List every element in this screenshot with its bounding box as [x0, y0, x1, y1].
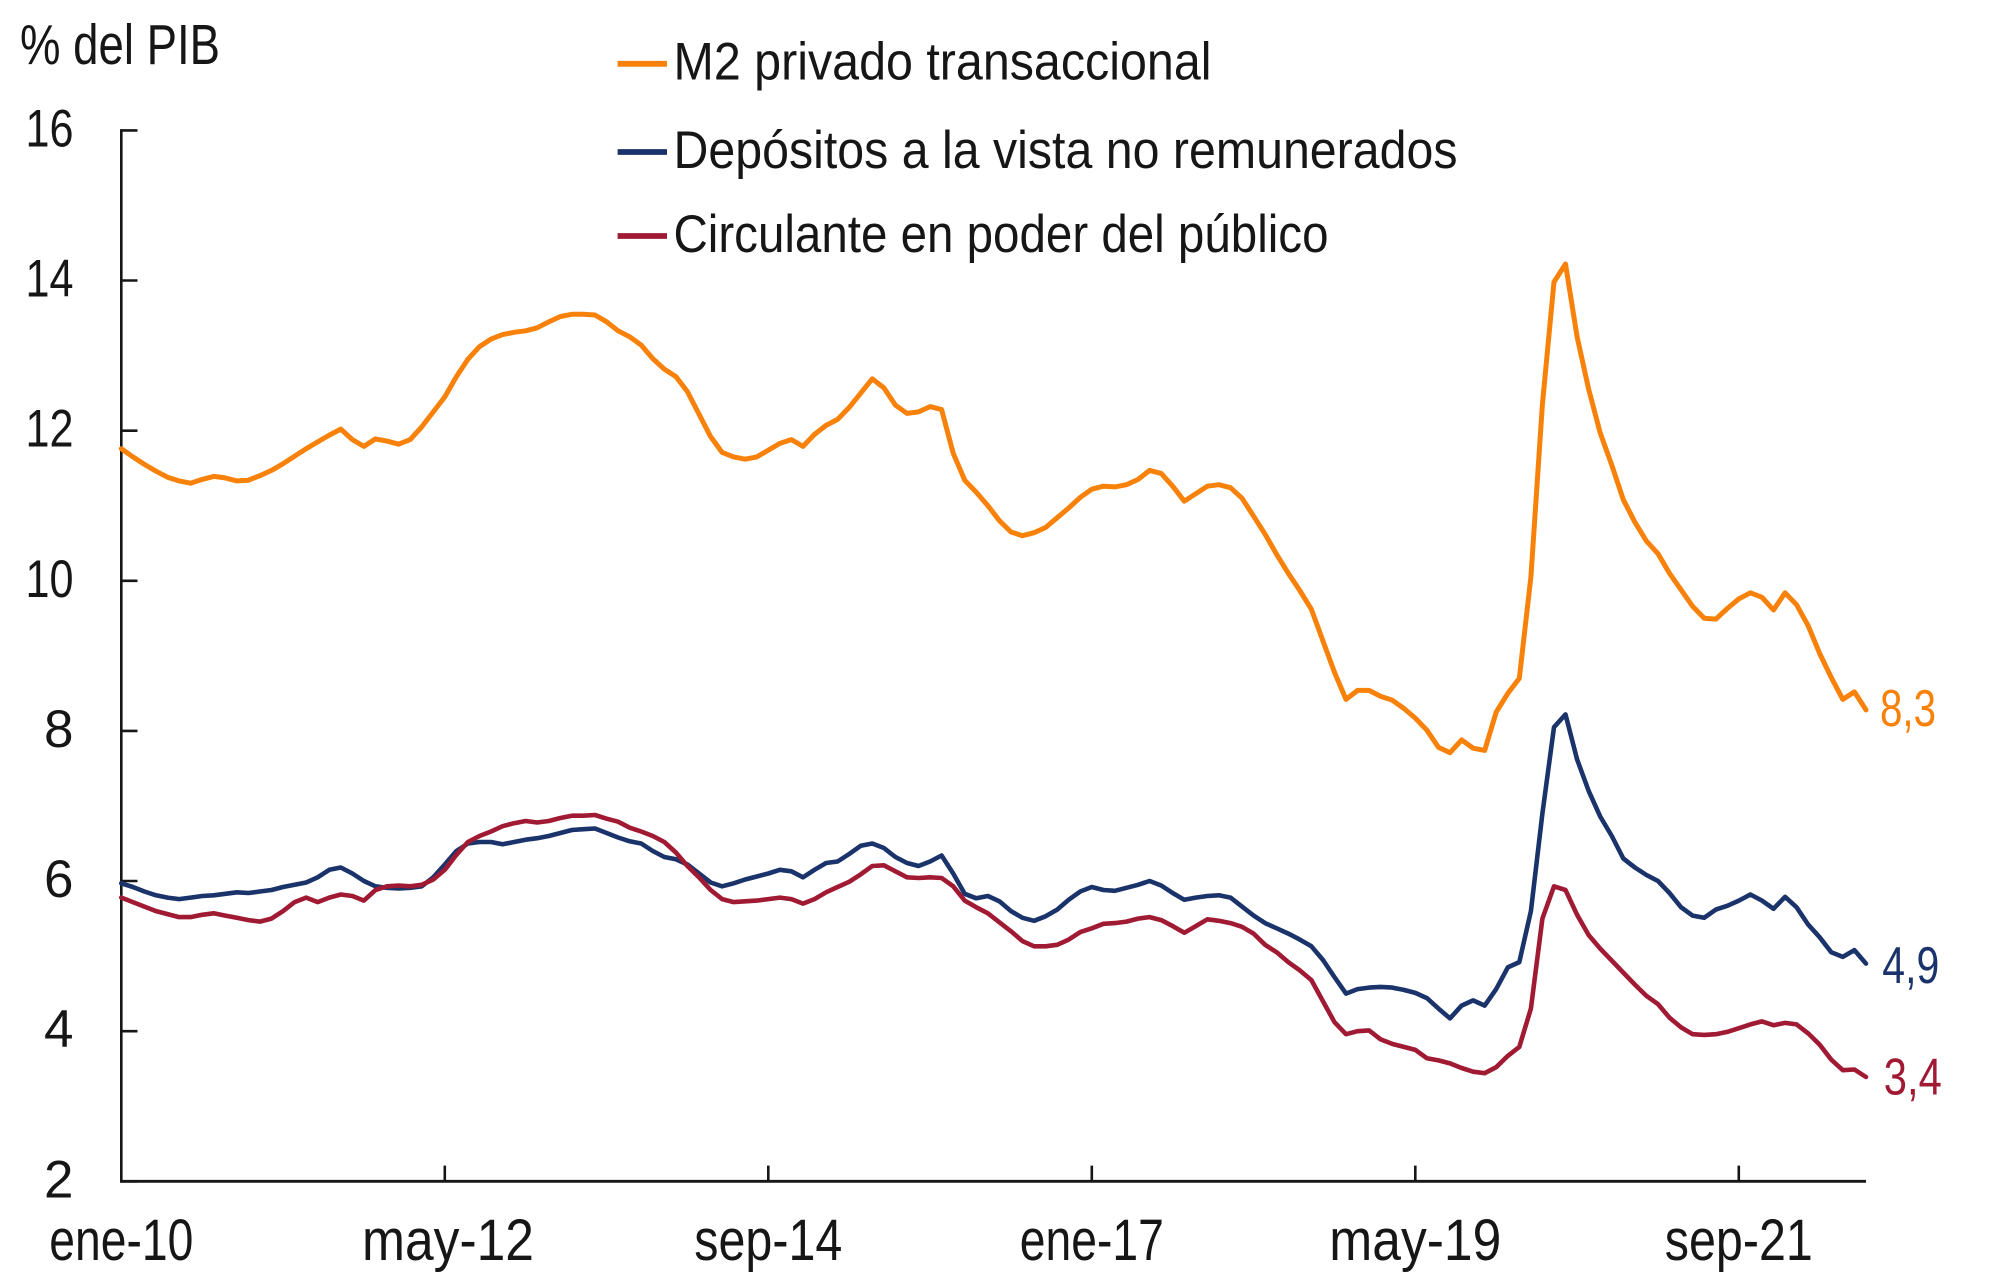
svg-text:may-12: may-12	[362, 1208, 534, 1273]
svg-text:4,9: 4,9	[1882, 937, 1939, 995]
svg-text:ene-10: ene-10	[49, 1208, 193, 1273]
svg-text:M2 privado transaccional: M2 privado transaccional	[674, 33, 1212, 92]
svg-text:Depósitos a la vista no remune: Depósitos a la vista no remunerados	[674, 121, 1458, 180]
svg-text:3,4: 3,4	[1884, 1049, 1942, 1107]
svg-text:Circulante en poder del públic: Circulante en poder del público	[674, 205, 1329, 264]
svg-text:may-19: may-19	[1329, 1208, 1501, 1273]
svg-text:6: 6	[44, 850, 73, 909]
svg-text:8,3: 8,3	[1880, 680, 1936, 738]
svg-text:2: 2	[44, 1150, 73, 1209]
svg-text:sep-14: sep-14	[694, 1208, 842, 1273]
svg-text:4: 4	[44, 1000, 73, 1059]
svg-text:12: 12	[26, 400, 74, 459]
svg-text:ene-17: ene-17	[1020, 1208, 1164, 1273]
svg-text:sep-21: sep-21	[1665, 1208, 1813, 1273]
svg-text:16: 16	[26, 99, 74, 158]
svg-text:8: 8	[44, 700, 73, 759]
svg-text:14: 14	[26, 250, 74, 309]
svg-text:10: 10	[26, 550, 74, 609]
svg-text:% del PIB: % del PIB	[20, 13, 220, 77]
